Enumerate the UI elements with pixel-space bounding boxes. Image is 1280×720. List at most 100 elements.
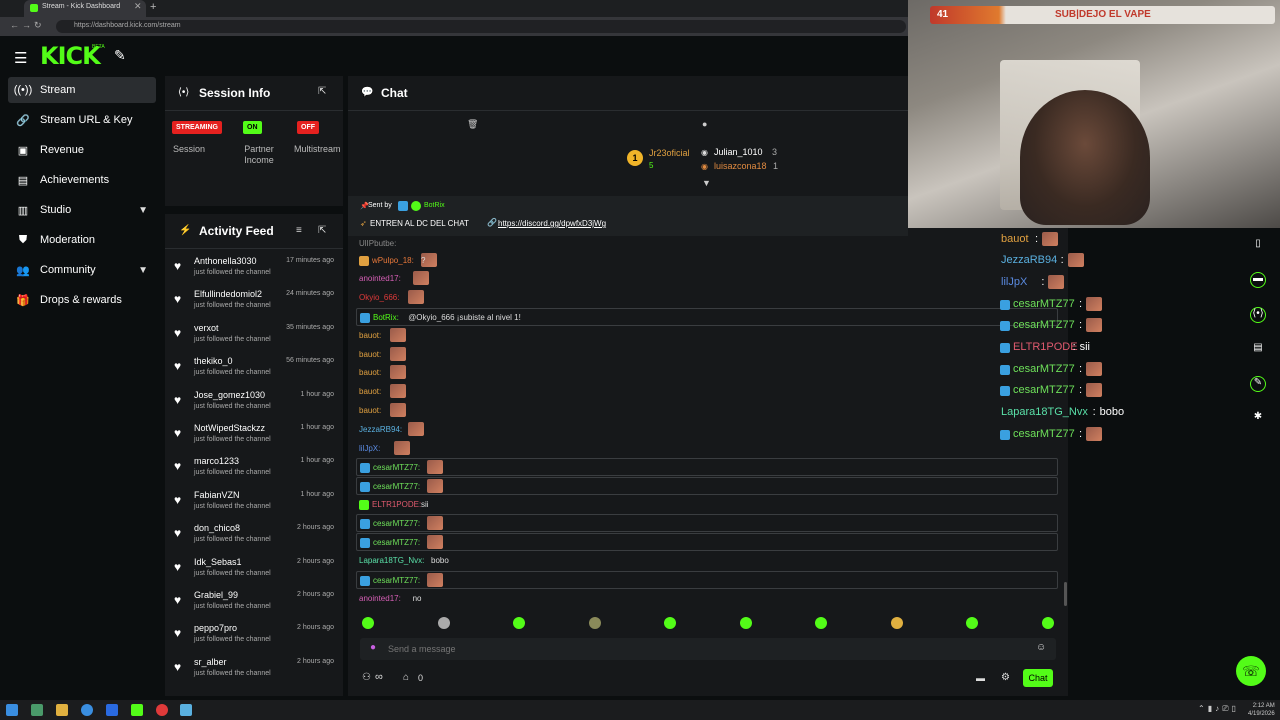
quick-emote-icon[interactable]: [966, 617, 978, 629]
chat-message[interactable]: wPulpo_18:?: [356, 252, 1058, 270]
feed-item[interactable]: ♥ peppo7pro 2 hours ago just followed the c…: [170, 623, 340, 656]
sidebar-item-stream[interactable]: ((•)) Stream: [8, 77, 156, 103]
feed-user[interactable]: marco1233: [194, 456, 240, 467]
new-tab-icon[interactable]: +: [150, 1, 157, 13]
menu-icon[interactable]: ☰: [14, 50, 28, 67]
chat-username[interactable]: bauot:: [359, 368, 382, 377]
feed-item[interactable]: ♥ NotWipedStackzz 1 hour ago just followed …: [170, 423, 340, 456]
chat-message[interactable]: cesarMTZ77:: [356, 477, 1058, 495]
chat-username[interactable]: cesarMTZ77:: [373, 463, 421, 472]
gear-icon[interactable]: ⚙: [1001, 672, 1010, 683]
feed-user[interactable]: Grabiel_99: [194, 590, 239, 600]
sidebar-item-achievements[interactable]: ▤ Achievements: [8, 167, 156, 193]
feed-item[interactable]: ♥ Grabiel_99 2 hours ago just followed the …: [170, 590, 340, 623]
quick-emote-icon[interactable]: [437, 617, 450, 629]
feed-user[interactable]: verxot: [194, 322, 219, 333]
chat-username[interactable]: lilJpX:: [359, 444, 381, 453]
quick-emote-icon[interactable]: [890, 617, 903, 629]
feed-item[interactable]: ♥ Jose_gomez1030 1 hour ago just followed t…: [170, 390, 340, 423]
pin-icon[interactable]: ✎: [114, 47, 126, 63]
settings-icon[interactable]: ✱: [1253, 411, 1263, 422]
tray-icons[interactable]: ⌃▮♪⎚▯: [1198, 704, 1239, 713]
feed-user[interactable]: Anthonella3030: [194, 256, 257, 266]
chat-message[interactable]: lilJpX:: [356, 440, 1058, 458]
chat-message[interactable]: bauot:: [356, 327, 1058, 345]
quick-emote-icon[interactable]: [664, 617, 676, 629]
obs-icon[interactable]: [156, 704, 168, 716]
chat-icon[interactable]: ▬: [1250, 272, 1266, 288]
address-bar[interactable]: https://dashboard.kick.com/stream: [56, 20, 906, 33]
chat-username[interactable]: Lapara18TG_Nvx:: [359, 556, 425, 565]
chrome-icon[interactable]: [81, 704, 93, 716]
chat-message[interactable]: cesarMTZ77:: [356, 571, 1058, 589]
popout-icon[interactable]: ⇱: [318, 86, 327, 97]
sidebar-item-moderation[interactable]: ⛊ Moderation: [8, 227, 156, 253]
quick-emote-icon[interactable]: [1041, 617, 1054, 629]
feed-user[interactable]: sr_alber: [194, 656, 227, 667]
quick-emote-icon[interactable]: [513, 617, 525, 629]
mic-icon[interactable]: ●: [370, 642, 377, 653]
taskbar-app-icon[interactable]: [31, 704, 43, 716]
chat-message[interactable]: bauot:: [356, 402, 1058, 420]
chat-username[interactable]: bauot:: [359, 387, 382, 396]
chat-username[interactable]: BotRix:: [373, 313, 399, 322]
taskbar-app-icon[interactable]: [180, 704, 192, 716]
feed-user[interactable]: peppo7pro: [194, 623, 238, 634]
wrench-icon[interactable]: ✎: [1250, 376, 1266, 392]
chat-username[interactable]: cesarMTZ77:: [373, 538, 421, 547]
sidebar-item-stream-url-key[interactable]: 🔗 Stream URL & Key: [8, 107, 156, 133]
chat-bubble-icon[interactable]: ▬: [976, 673, 985, 683]
chat-scrollbar[interactable]: [1064, 582, 1067, 606]
trash-icon[interactable]: 🗑: [467, 119, 479, 129]
windows-start-icon[interactable]: [6, 704, 18, 716]
sidebar-item-revenue[interactable]: ▣ Revenue: [8, 137, 156, 163]
quick-emote-icon[interactable]: [739, 617, 752, 629]
layers-icon[interactable]: ▤: [1253, 342, 1263, 353]
chat-message[interactable]: cesarMTZ77:: [356, 533, 1058, 551]
kick-logo[interactable]: KICK: [40, 42, 101, 70]
help-chat-icon[interactable]: ☏: [1236, 656, 1266, 686]
chat-message[interactable]: cesarMTZ77:: [356, 458, 1058, 476]
feed-item[interactable]: ♥ FabianVZN 1 hour ago just followed the ch…: [170, 490, 340, 523]
chat-username[interactable]: wPulpo_18:: [372, 256, 414, 265]
store-icon[interactable]: ⌂: [403, 672, 410, 683]
chat-message[interactable]: Lapara18TG_Nvx: bobo: [356, 552, 1058, 570]
leaderboard-first-user[interactable]: Jr23oficial: [649, 148, 690, 158]
chat-message[interactable]: anointed17: no: [356, 590, 1058, 608]
feed-item[interactable]: ♥ thekiko_0 56 minutes ago just followed th…: [170, 356, 340, 389]
feed-user[interactable]: Jose_gomez1030: [194, 389, 266, 400]
pinned-link[interactable]: https://discord.gg/dpwfxD3jWg: [498, 219, 607, 228]
emoji-icon[interactable]: ☺: [1036, 642, 1047, 653]
sidebar-item-community[interactable]: 👥 Community ▼: [8, 257, 156, 283]
chat-username[interactable]: cesarMTZ77:: [373, 519, 421, 528]
browser-tab[interactable]: Stream - Kick Dashboard ✕: [24, 0, 146, 17]
folder-icon[interactable]: [56, 704, 68, 716]
reload-icon[interactable]: ↻: [34, 20, 42, 30]
chat-message[interactable]: bauot:: [356, 383, 1058, 401]
chat-username[interactable]: ELTR1PODE:: [372, 500, 422, 509]
chat-username[interactable]: anointed17:: [359, 594, 401, 603]
close-tab-icon[interactable]: ✕: [134, 1, 142, 11]
sidebar-item-studio[interactable]: ▥ Studio ▼: [8, 197, 156, 223]
feed-user[interactable]: don_chico8: [194, 523, 241, 534]
feed-item[interactable]: ♥ marco1233 1 hour ago just followed the ch…: [170, 456, 340, 489]
chat-message[interactable]: bauot:: [356, 346, 1058, 364]
chat-username[interactable]: cesarMTZ77:: [373, 482, 421, 491]
feed-user[interactable]: Idk_Sebas1: [194, 556, 242, 567]
chat-message[interactable]: bauot:: [356, 364, 1058, 382]
broadcast-icon[interactable]: ⟨•⟩: [1250, 307, 1266, 323]
feed-user[interactable]: Elfullindedomiol2: [194, 289, 263, 300]
back-icon[interactable]: ←: [10, 20, 19, 30]
pinned-sender[interactable]: BotRix: [424, 202, 445, 209]
chat-message[interactable]: Okyio_666:: [356, 289, 1058, 307]
chat-send-button[interactable]: Chat: [1023, 669, 1053, 687]
quick-emote-icon[interactable]: [815, 617, 827, 629]
feed-item[interactable]: ♥ don_chico8 2 hours ago just followed the …: [170, 523, 340, 556]
chat-input[interactable]: [388, 642, 988, 656]
chat-message[interactable]: anointed17:: [356, 270, 1058, 288]
leaderboard-third-user[interactable]: luisazcona18: [714, 161, 767, 171]
feed-user[interactable]: FabianVZN: [194, 489, 240, 500]
chat-username[interactable]: JezzaRB94:: [359, 425, 403, 434]
feed-user[interactable]: thekiko_0: [194, 356, 233, 367]
chat-username[interactable]: cesarMTZ77:: [373, 576, 421, 585]
